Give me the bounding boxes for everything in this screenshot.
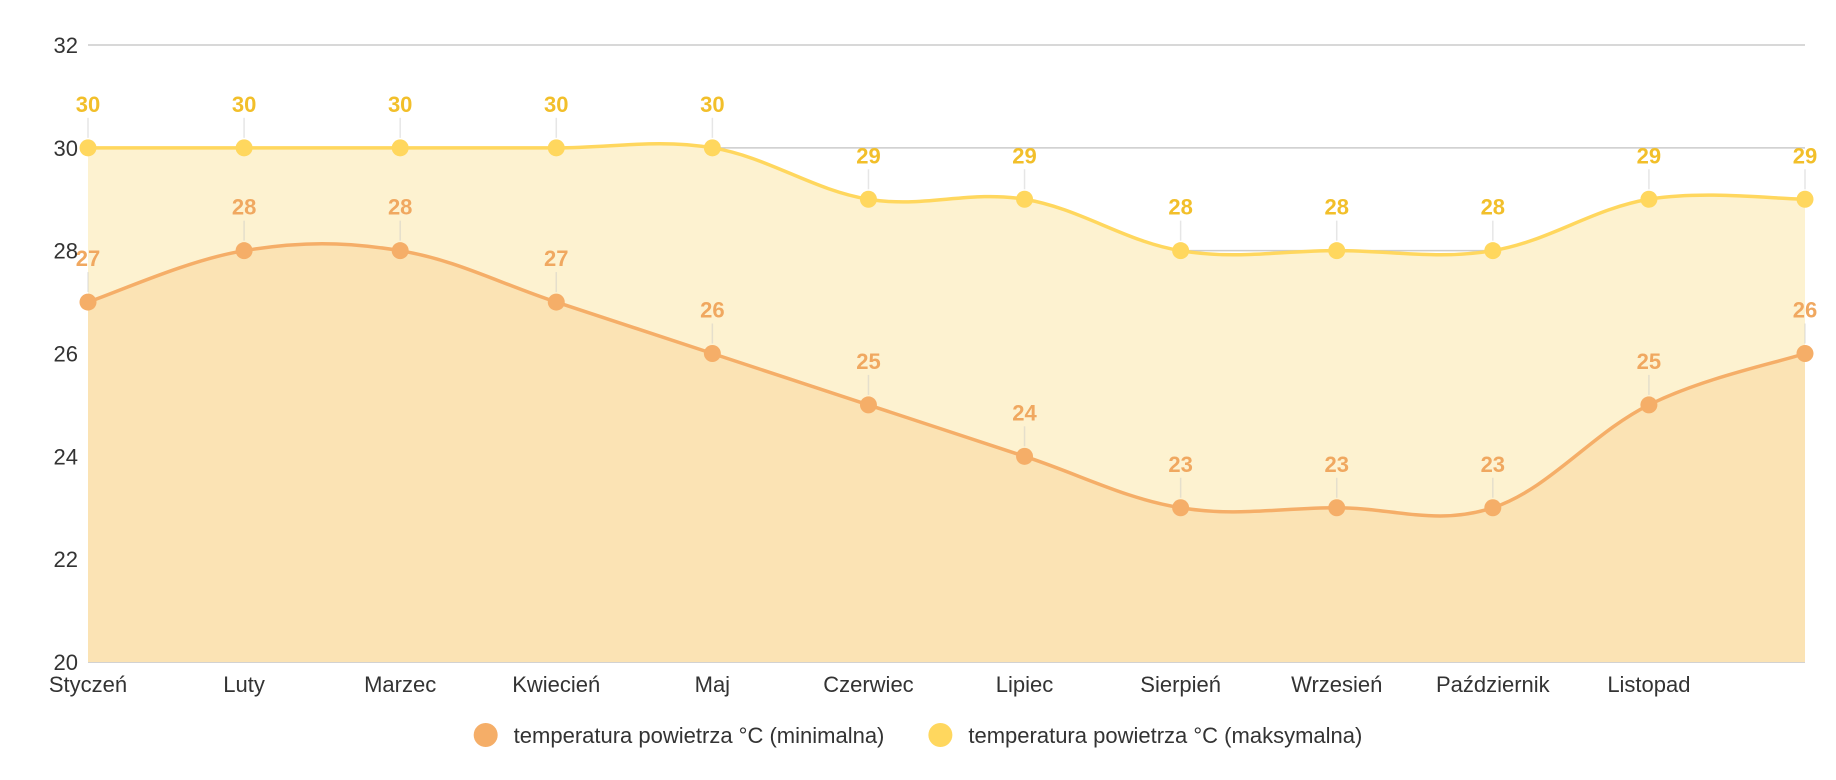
y-tick-label: 30: [54, 136, 78, 161]
legend-label: temperatura powietrza °C (maksymalna): [968, 723, 1362, 748]
y-tick-label: 32: [54, 33, 78, 58]
data-point-minimalna: [859, 396, 877, 414]
legend-item-maksymalna: temperatura powietrza °C (maksymalna): [928, 723, 1362, 748]
data-point-maksymalna: [1484, 242, 1502, 260]
data-label-minimalna: 27: [544, 246, 568, 271]
data-label-maksymalna: 28: [1481, 195, 1505, 220]
legend-item-minimalna: temperatura powietrza °C (minimalna): [473, 723, 885, 748]
data-labels: 27 28 28 27 26 25 24 23 23 23 25 26 30 30 30 30 30 29 29 28…: [76, 92, 1817, 477]
x-tick-label: Styczeń: [49, 672, 127, 697]
data-point-maksymalna: [703, 139, 721, 157]
data-label-maksymalna: 29: [1793, 143, 1817, 168]
series-lines: [87, 141, 1806, 518]
x-tick-label: Lipiec: [996, 672, 1053, 697]
data-point-maksymalna: [547, 139, 565, 157]
data-label-maksymalna: 30: [232, 92, 256, 117]
data-point-maksymalna: [1328, 242, 1346, 260]
data-label-maksymalna: 29: [856, 143, 880, 168]
data-label-maksymalna: 28: [1324, 195, 1348, 220]
x-tick-label: Marzec: [364, 672, 436, 697]
data-point-maksymalna: [235, 139, 253, 157]
x-tick-label: Sierpień: [1140, 672, 1221, 697]
x-tick-label: Wrzesień: [1291, 672, 1382, 697]
y-tick-label: 20: [54, 650, 78, 675]
data-point-maksymalna: [1172, 242, 1190, 260]
legend-label: temperatura powietrza °C (minimalna): [514, 723, 885, 748]
legend: temperatura powietrza °C (minimalna) temp…: [473, 723, 1362, 748]
x-tick-label: Luty: [223, 672, 265, 697]
data-label-minimalna: 26: [1793, 298, 1817, 323]
series-area-minimalna: [88, 243, 1805, 663]
data-point-maksymalna: [1796, 190, 1814, 208]
data-point-minimalna: [235, 242, 253, 260]
data-label-minimalna: 26: [700, 298, 724, 323]
data-label-maksymalna: 30: [388, 92, 412, 117]
data-points: [79, 139, 1814, 517]
data-point-minimalna: [79, 293, 97, 311]
data-label-maksymalna: 28: [1168, 195, 1192, 220]
label-stems: [87, 117, 1806, 498]
data-label-minimalna: 23: [1324, 452, 1348, 477]
series-line-minimalna: [87, 242, 1806, 518]
data-point-maksymalna: [859, 190, 877, 208]
data-label-maksymalna: 30: [76, 92, 100, 117]
data-label-minimalna: 28: [232, 195, 256, 220]
data-point-minimalna: [1640, 396, 1658, 414]
x-tick-label: Kwiecień: [512, 672, 600, 697]
x-axis-ticks: Styczeń Luty Marzec Kwiecień Maj Czerwiec Lipi…: [49, 672, 1691, 697]
data-point-maksymalna: [1016, 190, 1034, 208]
data-point-minimalna: [1328, 499, 1346, 517]
y-tick-label: 26: [54, 342, 78, 367]
data-point-minimalna: [1484, 499, 1502, 517]
x-tick-label: Listopad: [1607, 672, 1690, 697]
data-label-maksymalna: 29: [1637, 143, 1661, 168]
data-point-minimalna: [1172, 499, 1190, 517]
y-tick-label: 28: [54, 239, 78, 264]
legend-marker: [473, 723, 498, 747]
data-point-maksymalna: [1640, 190, 1658, 208]
series-areas: [88, 143, 1805, 663]
data-label-minimalna: 28: [388, 195, 412, 220]
x-tick-label: Czerwiec: [823, 672, 913, 697]
x-tick-label: Maj: [695, 672, 730, 697]
data-label-minimalna: 23: [1168, 452, 1192, 477]
data-label-minimalna: 25: [1637, 349, 1661, 374]
data-point-minimalna: [1796, 345, 1814, 362]
y-tick-label: 24: [54, 444, 78, 469]
y-axis-ticks: 20 22 24 26 28 30 32: [54, 33, 78, 675]
data-label-minimalna: 24: [1012, 400, 1037, 425]
data-label-maksymalna: 30: [544, 92, 568, 117]
data-point-maksymalna: [79, 139, 97, 157]
data-point-minimalna: [547, 293, 565, 311]
data-point-minimalna: [391, 242, 409, 260]
data-label-minimalna: 23: [1481, 452, 1505, 477]
data-label-maksymalna: 29: [1012, 143, 1036, 168]
series-line-maksymalna: [88, 141, 1806, 257]
data-point-minimalna: [703, 345, 721, 362]
x-tick-label: Październik: [1436, 672, 1551, 697]
data-point-maksymalna: [391, 139, 409, 157]
data-label-minimalna: 27: [76, 246, 100, 271]
data-point-minimalna: [1016, 447, 1034, 465]
legend-marker: [928, 723, 953, 747]
data-label-minimalna: 25: [856, 349, 880, 374]
y-tick-label: 22: [54, 547, 78, 572]
data-label-maksymalna: 30: [700, 92, 724, 117]
